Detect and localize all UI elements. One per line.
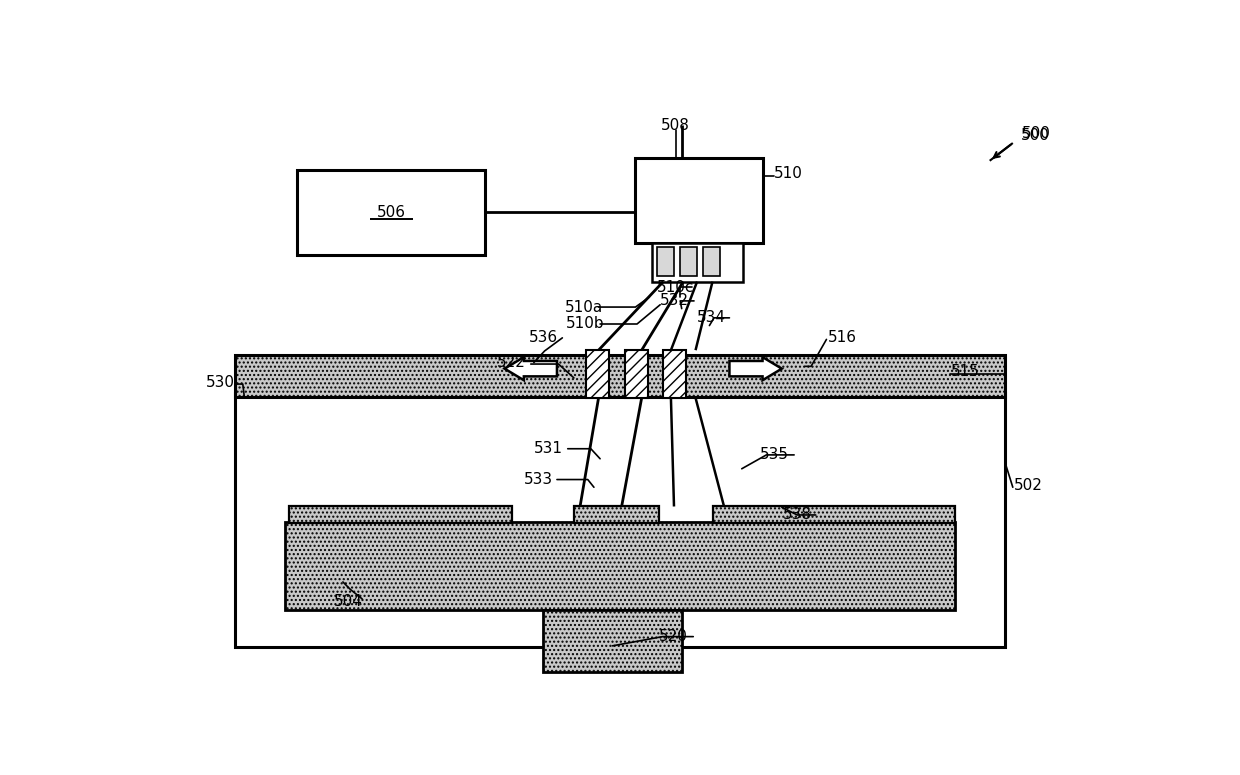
Bar: [625, 350, 647, 398]
FancyArrow shape: [729, 357, 781, 381]
Text: 500: 500: [1021, 128, 1049, 143]
Text: 510a: 510a: [564, 300, 603, 315]
Text: 516: 516: [828, 330, 857, 346]
Text: 504: 504: [334, 594, 362, 608]
Text: 522: 522: [497, 355, 526, 370]
Text: 536: 536: [529, 330, 558, 346]
Text: 532: 532: [660, 294, 689, 308]
Bar: [543, 611, 682, 672]
Text: 502: 502: [1014, 478, 1043, 493]
Bar: [713, 507, 955, 523]
Text: 535: 535: [760, 447, 789, 463]
Bar: [681, 247, 697, 276]
Bar: [703, 247, 720, 276]
Bar: [587, 350, 609, 398]
Bar: [236, 393, 1006, 647]
Bar: [657, 247, 675, 276]
Text: 510c: 510c: [657, 280, 694, 294]
Text: 531: 531: [534, 441, 563, 456]
Bar: [285, 522, 955, 611]
Text: 533: 533: [523, 472, 553, 487]
Text: 506: 506: [377, 205, 405, 220]
Text: 520: 520: [658, 629, 687, 644]
Bar: [289, 507, 512, 523]
FancyArrow shape: [505, 357, 557, 381]
Bar: [635, 158, 763, 243]
Bar: [652, 243, 743, 281]
Text: 508: 508: [661, 118, 689, 133]
Text: 510: 510: [774, 167, 804, 181]
Bar: [574, 507, 658, 523]
Bar: [236, 355, 1006, 397]
Text: 534: 534: [697, 310, 727, 326]
Bar: [296, 170, 485, 255]
Text: 515: 515: [951, 364, 980, 379]
Text: 538: 538: [784, 508, 812, 522]
Text: 530: 530: [206, 375, 234, 390]
Bar: [663, 350, 686, 398]
Text: 500: 500: [1022, 126, 1052, 140]
Text: 510b: 510b: [567, 316, 605, 332]
